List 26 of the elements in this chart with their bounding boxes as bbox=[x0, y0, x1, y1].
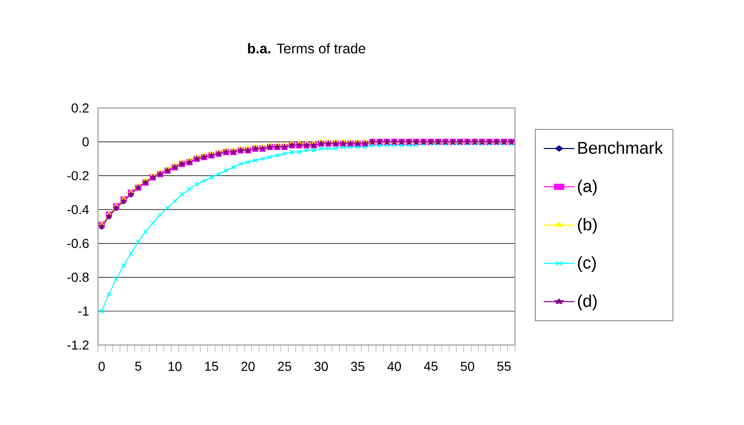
y-tick-label: -0.8 bbox=[67, 272, 89, 282]
x-tick-label: 15 bbox=[205, 362, 218, 371]
y-tick-label: -0.4 bbox=[67, 204, 89, 214]
y-tick-label: 0 bbox=[82, 137, 89, 146]
x-tick-label: 45 bbox=[424, 362, 438, 371]
y-tick-label: 0.2 bbox=[72, 103, 89, 113]
x-tick-label: 25 bbox=[278, 362, 292, 371]
y-tick-label: -0.6 bbox=[67, 238, 89, 248]
legend-label: Benchmark bbox=[578, 141, 663, 154]
y-tick-label: -0.2 bbox=[67, 171, 89, 180]
x-tick-label: 30 bbox=[314, 362, 328, 371]
x-tick-label: 40 bbox=[387, 362, 402, 371]
y-tick-label: -1.2 bbox=[67, 340, 89, 350]
y-tick-label: -1 bbox=[78, 306, 89, 316]
chart-title: b.a. Terms of trade bbox=[248, 43, 366, 54]
legend-label: (a) bbox=[578, 180, 597, 196]
x-tick-label: 55 bbox=[497, 362, 511, 371]
legend-label: (b) bbox=[578, 218, 597, 234]
x-tick-label: 5 bbox=[135, 362, 142, 371]
legend-label: (d) bbox=[578, 294, 597, 310]
legend-label: (c) bbox=[578, 256, 596, 272]
x-tick-label: 35 bbox=[350, 362, 364, 371]
x-tick-label: 10 bbox=[168, 362, 182, 371]
x-tick-label: 0 bbox=[98, 362, 105, 371]
x-tick-label: 50 bbox=[460, 362, 474, 371]
x-tick-label: 20 bbox=[241, 362, 255, 371]
